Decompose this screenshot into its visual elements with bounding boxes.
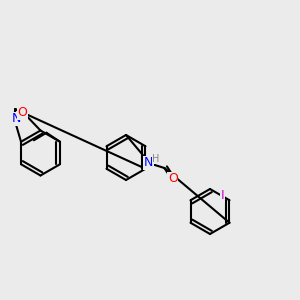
- Text: O: O: [168, 172, 178, 185]
- Text: N: N: [12, 112, 21, 125]
- Text: O: O: [18, 106, 28, 119]
- Text: N: N: [144, 156, 154, 170]
- Text: H: H: [152, 154, 159, 164]
- Text: I: I: [221, 189, 225, 202]
